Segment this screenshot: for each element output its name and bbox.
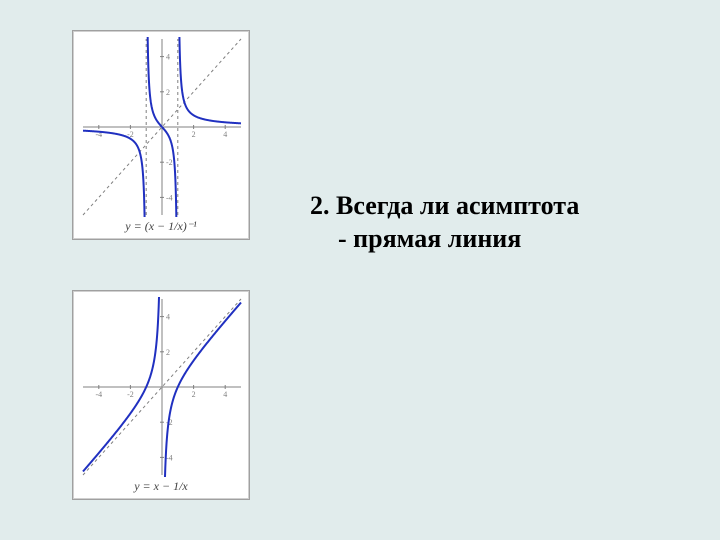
svg-text:4: 4	[166, 313, 170, 322]
graph-top: -4-224-4-224y = (x − 1/x)⁻¹	[72, 30, 250, 240]
svg-text:2: 2	[192, 130, 196, 139]
svg-text:-4: -4	[166, 193, 173, 202]
svg-text:4: 4	[166, 53, 170, 62]
svg-text:4: 4	[223, 130, 227, 139]
title-line-2: - прямая линия	[310, 223, 700, 256]
svg-text:-2: -2	[166, 158, 173, 167]
svg-text:-2: -2	[127, 390, 134, 399]
svg-text:2: 2	[166, 88, 170, 97]
slide-title: 2. Всегда ли асимптота - прямая линия	[310, 190, 700, 255]
graph-bottom-chart: -4-224-4-224	[81, 297, 243, 477]
svg-text:2: 2	[192, 390, 196, 399]
graph-bottom: -4-224-4-224y = x − 1/x	[72, 290, 250, 500]
graph-top-chart: -4-224-4-224	[81, 37, 243, 217]
title-line-1: 2. Всегда ли асимптота	[310, 190, 700, 223]
slide: 2. Всегда ли асимптота - прямая линия -4…	[0, 0, 720, 540]
svg-text:-4: -4	[166, 453, 173, 462]
graph-top-caption: y = (x − 1/x)⁻¹	[81, 219, 241, 234]
graph-bottom-caption: y = x − 1/x	[81, 479, 241, 494]
svg-text:2: 2	[166, 348, 170, 357]
svg-text:-4: -4	[95, 390, 102, 399]
svg-text:4: 4	[223, 390, 227, 399]
